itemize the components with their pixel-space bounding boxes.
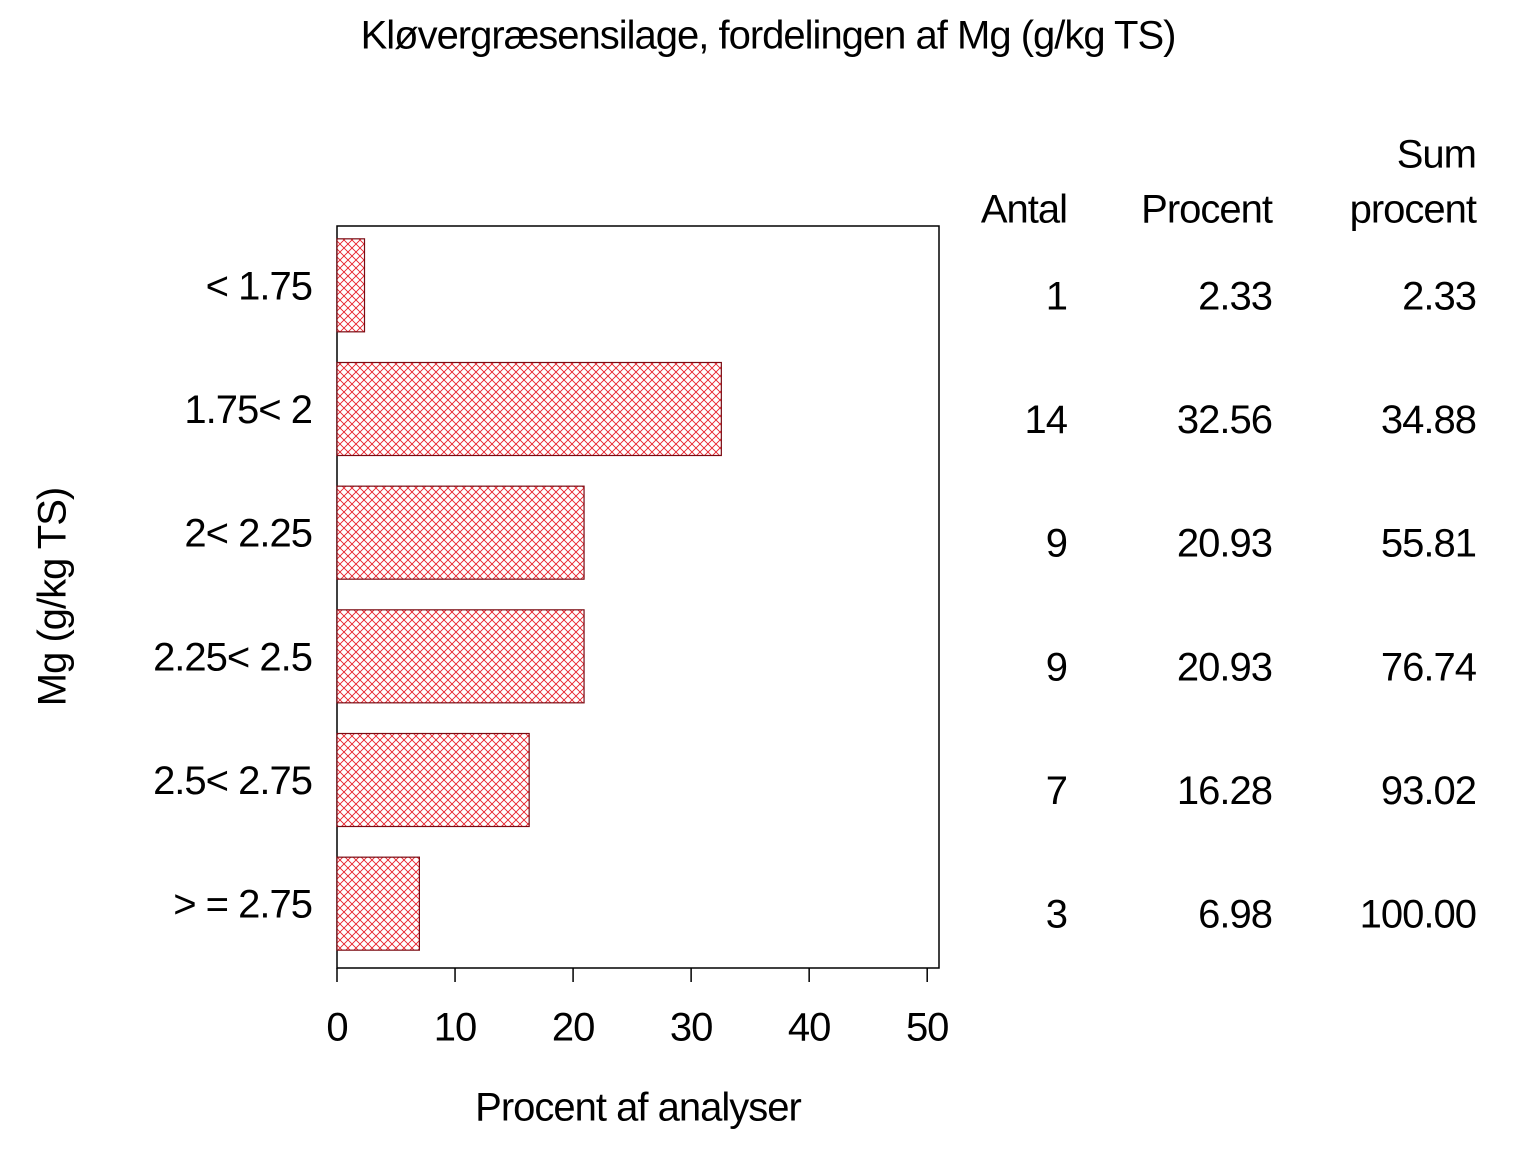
chart-title: Kløvergræsensilage, fordelingen af Mg (g…: [361, 14, 1176, 58]
table-cell: 76.74: [1381, 645, 1477, 689]
table-header: Sum: [1397, 133, 1476, 177]
table-cell: 55.81: [1381, 522, 1476, 566]
x-tick-label: 20: [552, 1006, 595, 1050]
bar: [336, 238, 366, 333]
table-cell: 14: [1025, 398, 1068, 442]
y-axis-label: Mg (g/kg TS): [31, 488, 75, 706]
table-header: procent: [1350, 188, 1477, 232]
table-cell: 1: [1046, 274, 1067, 318]
x-tick-label: 30: [670, 1006, 713, 1050]
table-header: Procent: [1141, 188, 1273, 232]
y-tick-label: < 1.75: [206, 264, 312, 308]
x-tick-label: 50: [906, 1006, 949, 1050]
bar: [336, 485, 585, 580]
y-tick-label: 2< 2.25: [184, 512, 312, 556]
table-cell: 3: [1046, 893, 1067, 937]
table-cell: 20.93: [1177, 522, 1272, 566]
table-cell: 6.98: [1198, 893, 1272, 937]
table-cell: 20.93: [1177, 645, 1272, 689]
x-tick-label: 10: [434, 1006, 477, 1050]
table-cell: 2.33: [1402, 274, 1476, 318]
table-cell: 34.88: [1381, 398, 1476, 442]
table-cell: 2.33: [1198, 274, 1272, 318]
bar: [336, 856, 420, 951]
table-cell: 93.02: [1381, 769, 1476, 813]
y-tick-label: 2.25< 2.5: [153, 635, 312, 679]
table-cell: 7: [1046, 769, 1067, 813]
table-cell: 9: [1046, 645, 1067, 689]
table-cell: 100.00: [1360, 893, 1476, 937]
y-tick-label: 1.75< 2: [184, 388, 312, 432]
table-cell: 9: [1046, 522, 1067, 566]
x-tick-label: 40: [788, 1006, 831, 1050]
y-tick-label: 2.5< 2.75: [153, 759, 312, 803]
plot-frame: [336, 225, 940, 969]
y-tick-label: > = 2.75: [173, 883, 312, 927]
table-cell: 32.56: [1177, 398, 1272, 442]
x-tick-label: 0: [326, 1006, 347, 1050]
bar: [336, 609, 585, 704]
table-header: Antal: [981, 188, 1067, 232]
x-axis-label: Procent af analyser: [475, 1086, 801, 1130]
bar: [336, 361, 722, 457]
table-cell: 16.28: [1177, 769, 1272, 813]
bar: [336, 732, 530, 828]
